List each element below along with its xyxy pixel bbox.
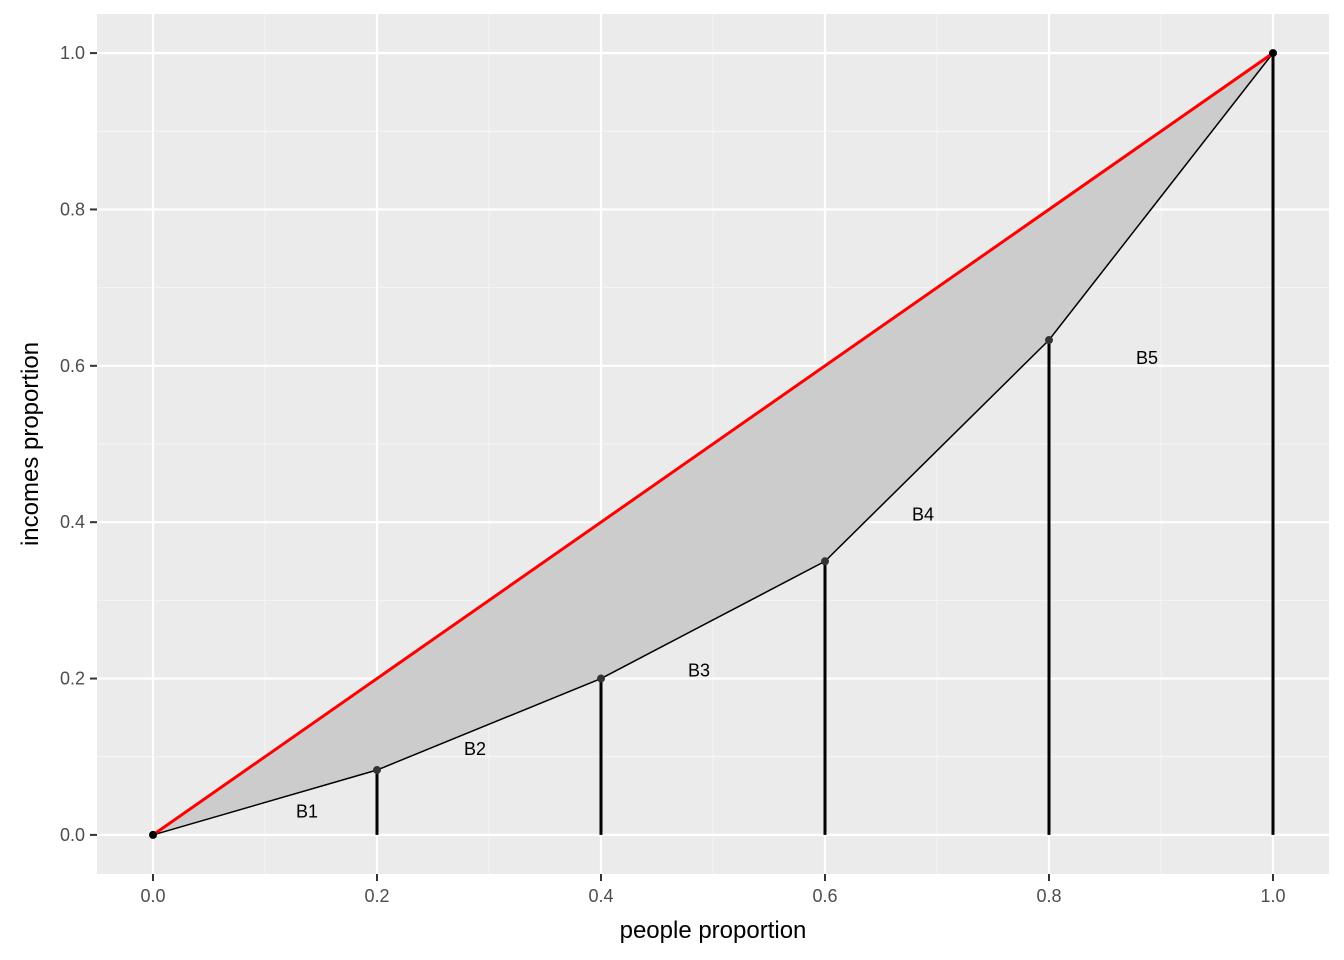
- area-label: B3: [688, 661, 710, 681]
- area-label: B4: [912, 504, 934, 524]
- x-tick-label: 0.0: [140, 886, 165, 906]
- data-point: [597, 674, 605, 683]
- y-tick-label: 0.2: [60, 669, 85, 689]
- data-point: [821, 557, 829, 566]
- x-tick-label: 0.6: [812, 886, 837, 906]
- data-point: [1269, 49, 1277, 58]
- y-tick-label: 0.0: [60, 825, 85, 845]
- y-axis: 0.0 0.2 0.4 0.6 0.8 1.0: [60, 43, 97, 845]
- data-point: [373, 766, 381, 775]
- x-tick-label: 1.0: [1260, 886, 1285, 906]
- data-point: [149, 830, 157, 839]
- x-tick-label: 0.4: [588, 886, 613, 906]
- y-tick-label: 0.6: [60, 356, 85, 376]
- y-tick-label: 0.4: [60, 512, 85, 532]
- area-label: B1: [296, 801, 318, 821]
- y-tick-label: 0.8: [60, 199, 85, 219]
- x-tick-label: 0.2: [364, 886, 389, 906]
- area-label: B5: [1136, 348, 1158, 368]
- area-labels: B1 B2 B3 B4 B5: [296, 348, 1158, 821]
- y-axis-title: incomes proportion: [17, 342, 44, 546]
- x-tick-label: 0.8: [1036, 886, 1061, 906]
- x-axis-title: people proportion: [620, 917, 807, 944]
- equality-line: [152, 51, 1274, 837]
- vertical-segments: [375, 53, 1275, 835]
- lorenz-curve-line: [152, 52, 1274, 836]
- y-tick-label: 1.0: [60, 43, 85, 63]
- area-label: B2: [464, 739, 486, 759]
- x-axis: 0.0 0.2 0.4 0.6 0.8 1.0: [140, 874, 1286, 906]
- data-point: [1045, 336, 1053, 345]
- lorenz-points: [149, 49, 1277, 839]
